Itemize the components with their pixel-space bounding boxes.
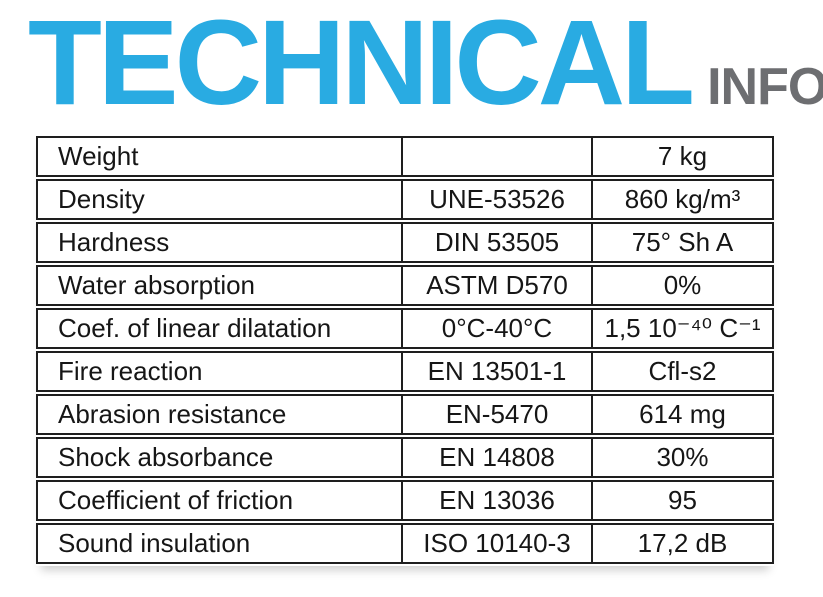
table-row: Coefficient of friction EN 13036 95	[36, 480, 774, 521]
table-row: Sound insulation ISO 10140-3 17,2 dB	[36, 523, 774, 564]
cell-property: Coefficient of friction	[36, 480, 403, 521]
page-title: TECHNICAL	[28, 0, 695, 130]
spec-table-body: Weight 7 kg Density UNE-53526 860 kg/m³ Hardn…	[36, 136, 774, 564]
cell-value: 75° Sh A	[593, 222, 774, 263]
cell-value: 7 kg	[593, 136, 774, 177]
cell-property: Water absorption	[36, 265, 403, 306]
cell-standard: ISO 10140-3	[403, 523, 593, 564]
spec-table: Weight 7 kg Density UNE-53526 860 kg/m³ Hardn…	[36, 134, 774, 566]
table-row: Hardness DIN 53505 75° Sh A	[36, 222, 774, 263]
cell-standard: EN 13501-1	[403, 351, 593, 392]
cell-standard: DIN 53505	[403, 222, 593, 263]
cell-value: 17,2 dB	[593, 523, 774, 564]
table-row: Coef. of linear dilatation 0°C-40°C 1,5 10…	[36, 308, 774, 349]
cell-value: 95	[593, 480, 774, 521]
cell-property: Coef. of linear dilatation	[36, 308, 403, 349]
cell-standard: 0°C-40°C	[403, 308, 593, 349]
cell-value: 30%	[593, 437, 774, 478]
cell-standard	[403, 136, 593, 177]
page-subtitle: INFO	[707, 58, 823, 116]
cell-property: Sound insulation	[36, 523, 403, 564]
table-row: Density UNE-53526 860 kg/m³	[36, 179, 774, 220]
cell-property: Weight	[36, 136, 403, 177]
cell-property: Fire reaction	[36, 351, 403, 392]
cell-property: Hardness	[36, 222, 403, 263]
cell-value: 860 kg/m³	[593, 179, 774, 220]
cell-standard: EN 13036	[403, 480, 593, 521]
cell-property: Abrasion resistance	[36, 394, 403, 435]
cell-standard: EN 14808	[403, 437, 593, 478]
cell-property: Shock absorbance	[36, 437, 403, 478]
cell-value: 0%	[593, 265, 774, 306]
table-row: Shock absorbance EN 14808 30%	[36, 437, 774, 478]
cell-value: Cfl-s2	[593, 351, 774, 392]
cell-value: 614 mg	[593, 394, 774, 435]
cell-standard: UNE-53526	[403, 179, 593, 220]
table-row: Weight 7 kg	[36, 136, 774, 177]
cell-value: 1,5 10⁻⁴⁰ C⁻¹	[593, 308, 774, 349]
page-header: TECHNICAL INFO	[28, 2, 823, 123]
table-row: Fire reaction EN 13501-1 Cfl-s2	[36, 351, 774, 392]
table-row: Abrasion resistance EN-5470 614 mg	[36, 394, 774, 435]
cell-property: Density	[36, 179, 403, 220]
cell-standard: EN-5470	[403, 394, 593, 435]
cell-standard: ASTM D570	[403, 265, 593, 306]
table-row: Water absorption ASTM D570 0%	[36, 265, 774, 306]
